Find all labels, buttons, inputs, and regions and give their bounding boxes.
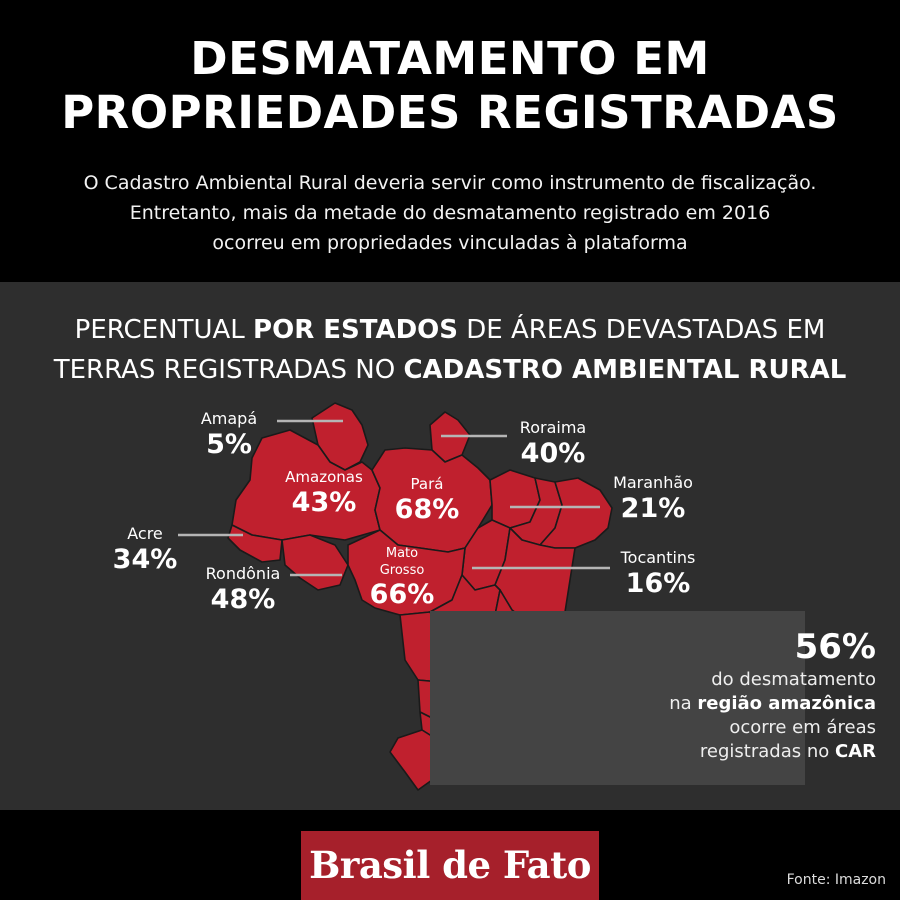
header: DESMATAMENTO EM PROPRIEDADES REGISTRADAS… [0,0,900,282]
intro-text: O Cadastro Ambiental Rural deveria servi… [83,172,817,254]
source-note: Fonte: Imazon [786,872,886,888]
label-rondonia: Rondônia 48% [205,564,281,615]
label-tocantins: Tocantins 16% [620,548,696,599]
label-amapa: Amapá 5% [200,409,258,460]
label-roraima: Roraima 40% [519,418,587,469]
label-acre: Acre 34% [112,524,178,575]
label-para: Pará 68% [394,475,460,525]
map-para [371,447,493,553]
label-amazonas: Amazonas 43% [285,468,363,518]
label-maranhao: Maranhão 21% [613,473,693,524]
map-rondonia [281,534,349,591]
page-title: DESMATAMENTO EM PROPRIEDADES REGISTRADAS [61,32,839,139]
callout-box [430,611,805,785]
callout-text: 56% do desmatamento na região amazônica … [669,627,876,762]
brasil-de-fato-logo: Brasil de Fato [301,831,599,900]
map-northeast-coast [539,477,613,549]
label-mato-grosso: Mato Grosso 66% [369,546,435,610]
map-subtitle: PERCENTUAL POR ESTADOS DE ÁREAS DEVASTAD… [53,315,847,385]
